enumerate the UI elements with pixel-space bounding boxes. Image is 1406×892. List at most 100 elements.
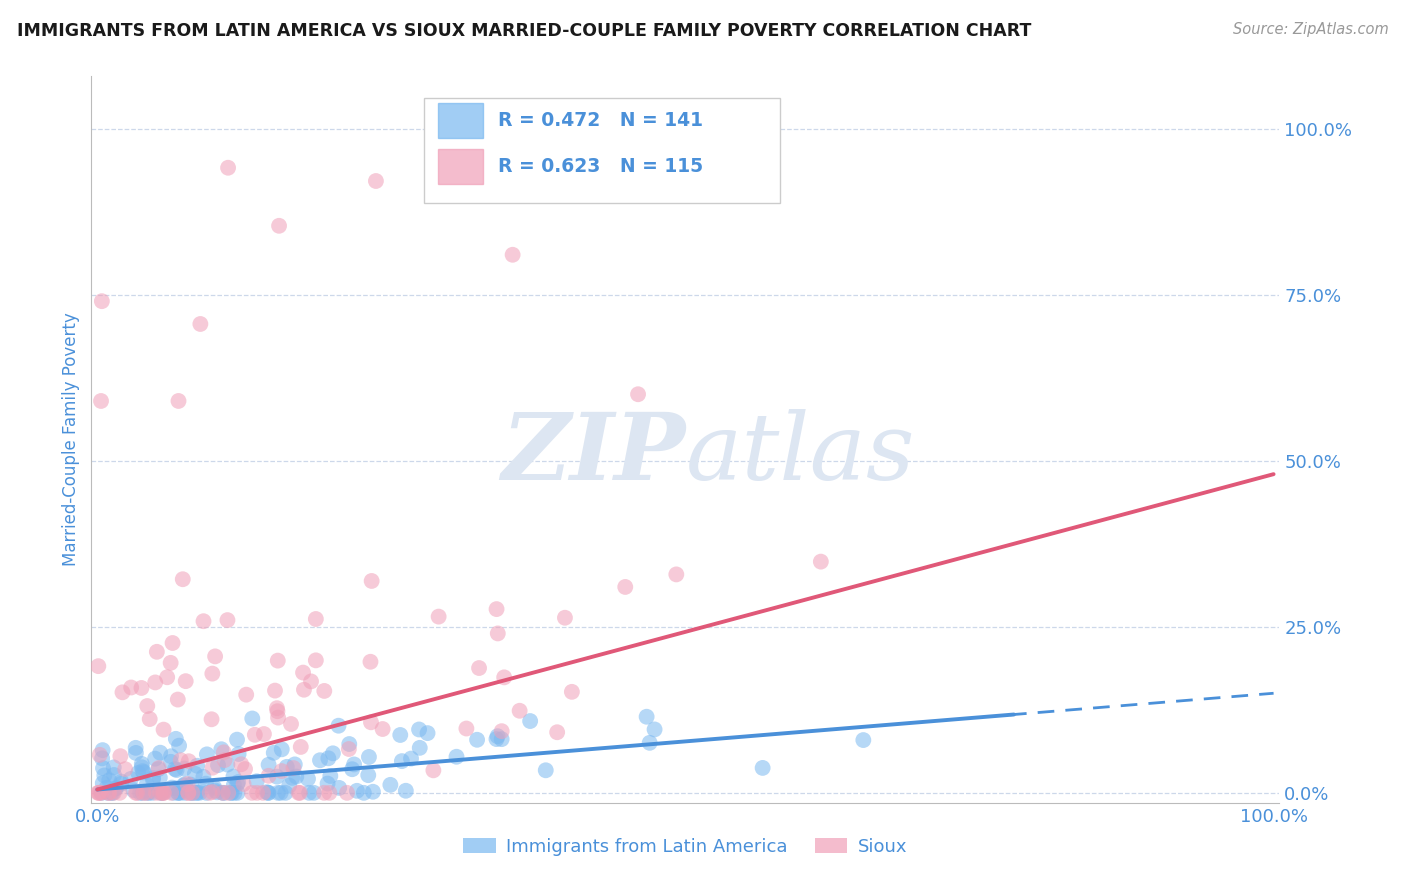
Point	[491, 724, 513, 739]
Point	[257, 769, 280, 783]
Point	[176, 777, 198, 791]
Point	[167, 394, 190, 409]
Point	[267, 786, 290, 800]
Point	[270, 742, 292, 756]
Point	[186, 758, 208, 772]
Point	[93, 768, 115, 782]
Point	[278, 779, 301, 793]
Point	[87, 659, 110, 673]
Text: R = 0.472   N = 141: R = 0.472 N = 141	[498, 111, 703, 129]
Point	[103, 760, 125, 774]
Point	[217, 161, 239, 175]
Point	[287, 786, 309, 800]
Point	[357, 750, 380, 764]
Bar	[439, 103, 484, 137]
Point	[181, 786, 204, 800]
Point	[267, 219, 290, 233]
Point	[125, 786, 148, 800]
Point	[226, 777, 249, 791]
Point	[422, 764, 444, 778]
Point	[340, 762, 363, 776]
Point	[264, 683, 287, 698]
Point	[131, 681, 153, 695]
Point	[149, 771, 172, 785]
Point	[305, 612, 328, 626]
Point	[87, 786, 110, 800]
Point	[292, 682, 315, 697]
Point	[371, 722, 394, 736]
Point	[222, 770, 245, 784]
Point	[198, 786, 221, 800]
Point	[174, 777, 197, 791]
Point	[233, 762, 256, 776]
Point	[90, 786, 112, 800]
Point	[200, 712, 222, 726]
Point	[253, 727, 276, 741]
Point	[267, 654, 290, 668]
Point	[148, 761, 170, 775]
Point	[111, 685, 134, 699]
Point	[399, 751, 422, 765]
Point	[380, 778, 402, 792]
Point	[135, 778, 157, 792]
Point	[257, 786, 280, 800]
Bar	[439, 149, 484, 184]
Point	[160, 780, 183, 795]
Point	[353, 786, 375, 800]
Point	[217, 613, 239, 627]
Point	[297, 772, 319, 786]
Point	[91, 776, 114, 790]
Point	[201, 761, 224, 775]
Point	[167, 786, 190, 800]
Point	[219, 786, 242, 800]
Point	[298, 786, 321, 800]
Point	[131, 786, 153, 800]
Point	[446, 749, 468, 764]
Point	[494, 670, 516, 684]
Point	[240, 786, 263, 800]
Point	[87, 786, 110, 800]
Point	[389, 728, 412, 742]
Point	[193, 614, 215, 628]
Point	[153, 786, 176, 800]
Point	[274, 786, 297, 800]
Point	[142, 771, 165, 785]
Point	[360, 715, 382, 730]
Point	[173, 779, 195, 793]
Point	[150, 786, 173, 800]
Point	[270, 764, 292, 778]
Point	[627, 387, 650, 401]
Point	[173, 786, 195, 800]
Point	[204, 783, 226, 797]
Legend: Immigrants from Latin America, Sioux: Immigrants from Latin America, Sioux	[456, 830, 915, 863]
Point	[211, 786, 233, 800]
Point	[318, 786, 340, 800]
Point	[131, 760, 153, 774]
Text: atlas: atlas	[685, 409, 915, 499]
Point	[110, 749, 132, 764]
Point	[359, 655, 381, 669]
Point	[138, 712, 160, 726]
Point	[211, 786, 233, 800]
Point	[266, 701, 288, 715]
Point	[226, 732, 249, 747]
Point	[162, 786, 184, 800]
Point	[267, 710, 290, 724]
Point	[468, 661, 491, 675]
Point	[266, 770, 288, 784]
Point	[360, 574, 382, 588]
Point	[186, 786, 208, 800]
Point	[89, 786, 111, 800]
Point	[502, 248, 524, 262]
Point	[152, 786, 174, 800]
Point	[170, 753, 193, 767]
Point	[135, 786, 157, 800]
Point	[357, 768, 380, 782]
Point	[103, 768, 125, 782]
Point	[409, 740, 432, 755]
Point	[125, 746, 148, 760]
Point	[90, 786, 112, 800]
Point	[364, 174, 387, 188]
Point	[534, 764, 557, 778]
Point	[207, 758, 229, 772]
